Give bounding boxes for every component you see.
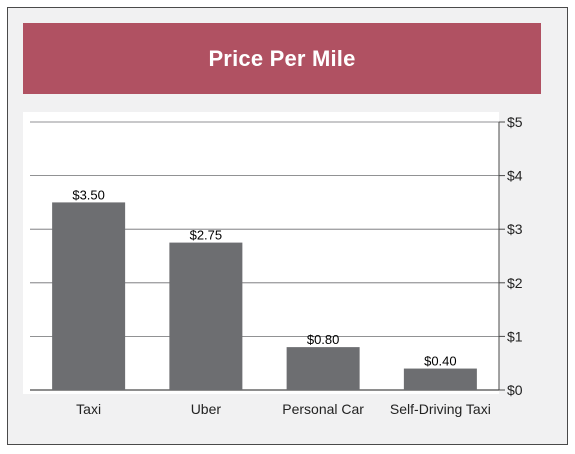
x-tick-label: Personal Car (282, 401, 364, 417)
data-label: $3.50 (72, 187, 105, 202)
data-label: $0.40 (424, 354, 457, 369)
data-label: $2.75 (190, 228, 223, 243)
y-tick-label: $0 (507, 382, 523, 398)
bar (403, 368, 477, 390)
y-tick-label: $5 (507, 114, 523, 130)
bar (52, 202, 126, 390)
bar (286, 347, 360, 390)
chart-title: Price Per Mile (208, 45, 356, 71)
y-tick-label: $2 (507, 275, 523, 291)
x-tick-label: Taxi (76, 401, 101, 417)
bar (169, 242, 243, 390)
data-label: $0.80 (307, 332, 340, 347)
y-tick-label: $3 (507, 221, 523, 237)
x-tick-label: Uber (191, 401, 222, 417)
x-tick-label: Self-Driving Taxi (390, 401, 491, 417)
y-tick-label: $4 (507, 168, 523, 184)
y-tick-label: $1 (507, 328, 523, 344)
chart-title-bar: Price Per Mile (23, 23, 541, 94)
